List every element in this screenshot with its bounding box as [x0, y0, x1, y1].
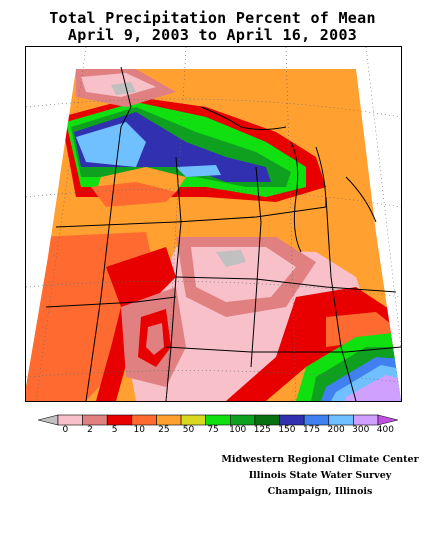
legend-label: 125 [253, 425, 271, 435]
legend-label: 175 [302, 425, 321, 435]
legend-swatch [106, 414, 133, 426]
legend-swatch [303, 414, 330, 426]
legend-swatch [131, 414, 157, 426]
legend-label: 100 [229, 425, 247, 435]
legend-swatch [353, 414, 379, 426]
legend-colorbar [37, 414, 399, 426]
legend-swatch [328, 414, 354, 426]
legend-label: 200 [327, 425, 345, 435]
legend-label: 300 [352, 425, 370, 435]
legend-label: 25 [158, 425, 170, 435]
legend-swatch-below-0 [37, 414, 59, 426]
legend-swatch [57, 414, 83, 426]
credit-line-1: Midwestern Regional Climate Center [221, 454, 419, 465]
map-title-line-2: April 9, 2003 to April 16, 2003 [67, 26, 358, 44]
color-legend: 0 2 5 10 25 50 75 100 125 150 175 200 300 400 [37, 412, 399, 438]
precipitation-field [26, 69, 401, 401]
legend-label: 50 [182, 425, 195, 435]
legend-label: 2 [87, 425, 93, 435]
lat-lon-grid [26, 47, 401, 401]
legend-swatch [279, 414, 305, 426]
legend-label: 10 [133, 425, 145, 435]
legend-label: 75 [207, 425, 219, 435]
precipitation-map [25, 46, 402, 402]
boundary-lines [45, 66, 401, 401]
legend-label: 5 [111, 425, 118, 435]
legend-swatch [254, 414, 280, 426]
legend-swatch [205, 414, 231, 426]
legend-label: 150 [278, 425, 296, 435]
legend-swatch [156, 414, 182, 426]
map-title-line-1: Total Precipitation Percent of Mean [49, 9, 376, 27]
legend-swatch [82, 414, 108, 426]
legend-swatch [180, 414, 206, 426]
legend-label: 400 [376, 425, 394, 435]
credit-line-2: Illinois State Water Survey [248, 470, 392, 481]
legend-label: 0 [62, 425, 69, 435]
legend-swatch-above-400 [377, 414, 399, 426]
legend-swatch [230, 414, 256, 426]
credit-line-3: Champaign, Illinois [267, 486, 373, 497]
